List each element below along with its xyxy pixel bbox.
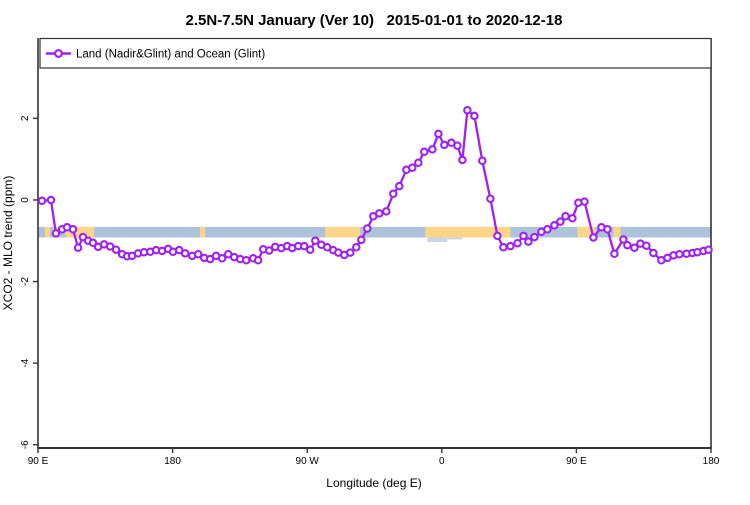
data-point-marker	[649, 248, 658, 258]
data-point-marker	[88, 238, 98, 248]
data-point-marker	[543, 225, 552, 234]
data-point-marker	[363, 224, 372, 233]
data-point-marker	[493, 231, 502, 241]
data-point-marker	[305, 245, 315, 254]
land-band-segment	[577, 226, 596, 238]
data-point-marker	[440, 140, 449, 150]
data-point-marker	[408, 163, 417, 172]
data-point-marker	[105, 242, 115, 251]
land-band-segment	[200, 226, 206, 238]
data-point-marker	[630, 243, 639, 252]
data-point-marker	[458, 155, 467, 165]
legend-marker-icon	[53, 48, 63, 58]
land-band-segment	[325, 226, 361, 238]
data-point-marker	[37, 196, 47, 206]
coast-bump	[447, 237, 463, 240]
data-point-marker	[619, 235, 628, 244]
data-point-marker	[420, 147, 429, 157]
y-tick-label: -6	[20, 440, 31, 449]
data-point-marker	[642, 241, 651, 250]
data-point-marker	[550, 221, 559, 230]
data-point-marker	[311, 236, 320, 246]
data-point-marker	[73, 243, 83, 252]
data-point-marker	[470, 111, 479, 121]
series-line	[40, 109, 710, 262]
y-tick-label: -4	[20, 358, 31, 367]
y-axis-title: XCO2 - MLO trend (ppm)	[1, 176, 15, 311]
land-band-segment	[425, 226, 511, 238]
data-point-marker	[524, 237, 533, 246]
chart-title: 2.5N-7.5N January (Ver 10) 2015-01-01 to…	[186, 12, 563, 29]
data-point-marker	[68, 225, 78, 234]
ocean-band	[38, 226, 711, 238]
data-point-marker	[589, 233, 598, 242]
data-point-marker	[603, 225, 612, 234]
data-point-marker	[299, 241, 309, 251]
data-point-marker	[434, 129, 443, 139]
data-point-marker	[180, 249, 190, 258]
land-band-segment	[65, 226, 95, 238]
data-series-layer	[37, 105, 713, 265]
data-point-marker	[519, 231, 528, 241]
data-point-marker	[51, 229, 61, 238]
data-point-marker	[463, 105, 472, 115]
data-point-marker	[174, 245, 184, 255]
x-axis-title: Longitude (deg E)	[326, 476, 421, 490]
y-tick-label: 2	[20, 115, 31, 121]
data-point-marker	[499, 243, 508, 252]
data-point-marker	[357, 235, 366, 245]
data-point-marker	[568, 214, 577, 223]
data-point-marker	[111, 245, 121, 254]
data-point-marker	[478, 156, 487, 166]
land-band-segment	[613, 226, 621, 238]
data-point-marker	[346, 248, 355, 257]
data-point-marker	[389, 189, 398, 199]
data-point-marker	[395, 181, 404, 191]
data-point-marker	[506, 241, 515, 251]
data-point-marker	[580, 197, 589, 206]
data-point-marker	[513, 238, 522, 248]
data-point-marker	[382, 207, 391, 216]
data-point-marker	[530, 232, 539, 242]
data-point-marker	[556, 217, 565, 226]
x-tick-label: 90 E	[566, 456, 587, 467]
coast-bump	[427, 237, 448, 242]
x-tick-label: 180	[164, 456, 181, 467]
data-point-marker	[453, 141, 462, 150]
data-point-marker	[561, 212, 570, 221]
data-point-marker	[193, 249, 203, 259]
data-point-marker	[253, 256, 263, 265]
data-point-marker	[205, 254, 215, 264]
data-point-marker	[414, 158, 423, 168]
data-point-marker	[241, 256, 251, 265]
y-tick-label: -2	[20, 277, 31, 286]
x-tick-label: 90 E	[28, 456, 49, 467]
legend-label: Land (Nadir&Glint) and Ocean (Glint)	[76, 49, 265, 61]
data-point-marker	[675, 249, 684, 259]
x-tick-label: 0	[439, 456, 445, 467]
legend: Land (Nadir&Glint) and Ocean (Glint)	[39, 37, 712, 69]
data-point-marker	[623, 240, 632, 250]
data-point-marker	[375, 209, 384, 218]
legend-box	[39, 37, 712, 69]
x-tick-label: 90 W	[296, 456, 320, 467]
data-point-marker	[428, 145, 437, 154]
axis-layer: 90 E 180 90 W 0 90 E 180 2 0 -2 -4 -6	[20, 38, 720, 467]
data-point-marker	[46, 195, 56, 205]
data-point-marker	[217, 254, 227, 263]
data-point-marker	[704, 245, 713, 254]
data-point-marker	[264, 246, 274, 255]
y-tick-label: 0	[20, 197, 31, 203]
data-point-marker	[610, 249, 619, 259]
x-tick-label: 180	[703, 456, 720, 467]
data-point-marker	[352, 243, 361, 252]
data-point-marker	[486, 194, 495, 203]
land-band-segment	[45, 226, 50, 238]
